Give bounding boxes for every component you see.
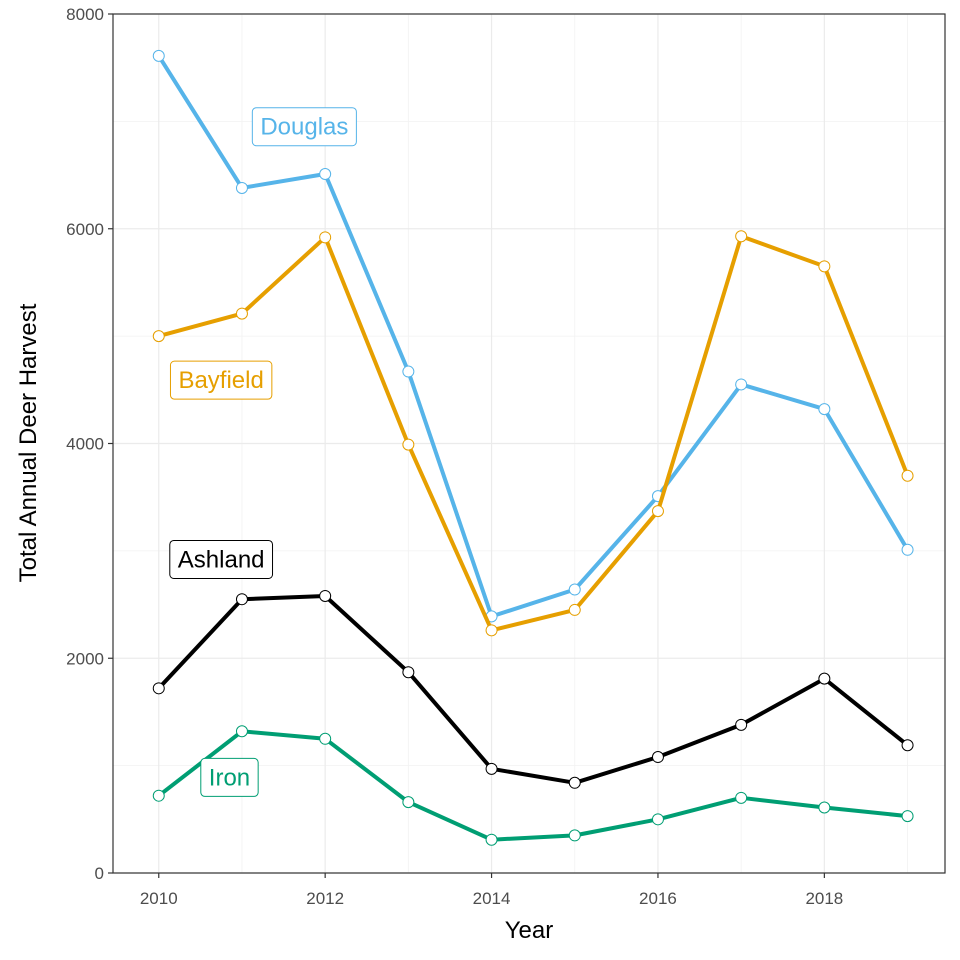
data-point-ashland [651,751,664,764]
data-point-bayfield [818,260,831,273]
data-point-bayfield [485,624,498,637]
y-tick-label: 4000 [66,435,104,454]
data-point-douglas [152,49,165,62]
data-point-iron [901,810,914,823]
series-label-text: Iron [209,764,250,791]
y-tick-label: 0 [95,864,104,883]
series-label-ashland: Ashland [169,539,274,579]
x-tick-label: 2018 [805,889,843,908]
series-line-douglas [157,54,910,619]
data-point-ashland [818,672,831,685]
series-douglas [152,49,914,623]
y-tick-label: 2000 [66,649,104,668]
data-point-ashland [485,762,498,775]
y-axis: 0 2000 4000 6000 8000 [66,5,113,883]
x-tick-label: 2014 [473,889,511,908]
x-tick-label: 2016 [639,889,677,908]
series-label-box [169,360,273,400]
data-point-iron [735,791,748,804]
data-point-iron [319,732,332,745]
data-point-douglas [402,365,415,378]
series-iron [152,725,914,846]
data-point-douglas [235,181,248,194]
data-point-bayfield [152,330,165,343]
series-line-ashland [157,594,909,785]
data-point-ashland [152,682,165,695]
series-label-box [251,107,357,147]
series-bayfield [152,230,914,637]
data-point-iron [818,801,831,814]
series-label-douglas: Douglas [251,107,357,147]
series-ashland [152,589,914,789]
data-point-ashland [402,666,415,679]
data-point-douglas [901,543,914,556]
series-label-text: Bayfield [178,367,263,394]
data-point-iron [485,833,498,846]
data-point-bayfield [235,307,248,320]
data-point-iron [152,789,165,802]
data-point-douglas [735,378,748,391]
series-label-box [200,757,259,797]
data-point-ashland [235,593,248,606]
data-point-iron [402,796,415,809]
data-point-iron [235,725,248,738]
y-axis-title: Total Annual Deer Harvest [15,303,42,582]
data-point-iron [651,813,664,826]
data-point-douglas [568,583,581,596]
data-point-ashland [568,776,581,789]
series-label-text: Ashland [178,546,265,573]
data-point-ashland [735,718,748,731]
data-point-iron [568,829,581,842]
x-axis-title: Year [505,917,554,944]
series-lines [152,49,914,846]
data-point-bayfield [402,438,415,451]
data-point-bayfield [901,469,914,482]
x-tick-label: 2010 [140,889,178,908]
series-labels: Douglas Bayfield Ashland Iron [169,107,357,797]
series-line-bayfield [158,234,910,633]
x-tick-label: 2012 [306,889,344,908]
data-point-douglas [818,403,831,416]
data-point-ashland [319,589,332,602]
data-point-douglas [319,167,332,180]
y-tick-label: 8000 [66,5,104,24]
series-line-iron [157,729,908,842]
series-label-box [169,539,274,579]
series-label-bayfield: Bayfield [169,360,273,400]
data-point-bayfield [568,603,581,616]
data-point-ashland [901,739,914,752]
series-label-iron: Iron [200,757,259,797]
data-point-bayfield [735,230,748,243]
data-point-bayfield [319,231,332,244]
y-tick-label: 6000 [66,220,104,239]
data-point-bayfield [651,505,664,518]
x-axis: 2010 2012 2014 2016 2018 [140,873,843,908]
series-label-text: Douglas [260,114,348,141]
